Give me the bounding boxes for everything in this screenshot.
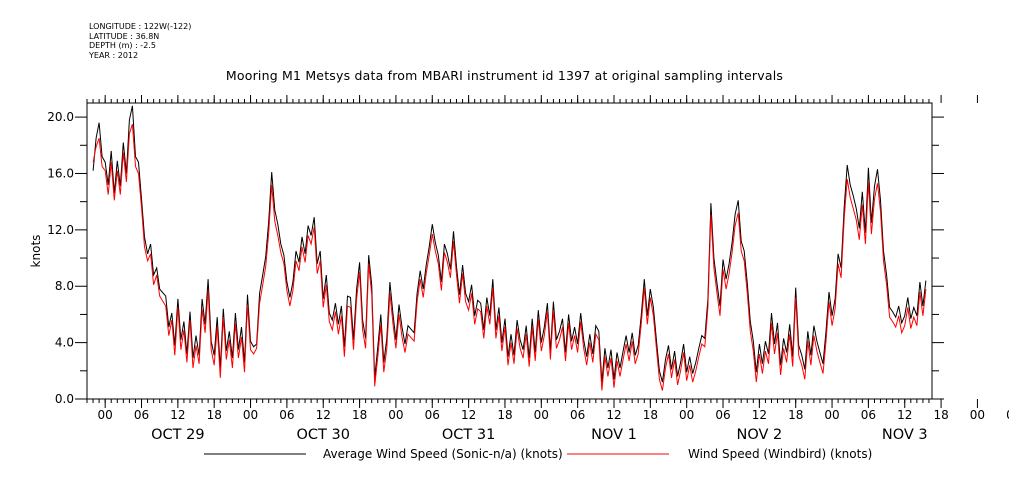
y-tick-label: 0.0 [55, 392, 74, 406]
legend-label-average-wind-speed: Average Wind Speed (Sonic-n/a) (knots) [323, 447, 563, 461]
x-tick-label: 00 [534, 408, 549, 422]
x-tick-label: 00 [98, 408, 113, 422]
x-tick-label: 12 [606, 408, 621, 422]
x-tick-label: 12 [752, 408, 767, 422]
mooring-metadata: LONGITUDE : 122W(-122) LATITUDE : 36.8N … [89, 22, 191, 60]
x-tick-label: 06 [134, 408, 149, 422]
y-tick-label: 4.0 [55, 336, 74, 350]
x-tick-label: 06 [279, 408, 294, 422]
x-tick-label: 18 [643, 408, 658, 422]
x-tick-label: 00 [679, 408, 694, 422]
chart-title: Mooring M1 Metsys data from MBARI instru… [225, 68, 784, 83]
x-tick-label: 18 [207, 408, 222, 422]
x-tick-label: 18 [497, 408, 512, 422]
x-day-label: NOV 1 [591, 427, 637, 443]
x-tick-label: 18 [788, 408, 803, 422]
x-tick-label: 06 [861, 408, 876, 422]
depth-label: DEPTH (m) : -2.5 [89, 41, 156, 50]
x-day-label: OCT 29 [151, 427, 204, 443]
series-line-average-wind-speed [92, 105, 927, 383]
x-day-label: OCT 31 [442, 427, 495, 443]
x-tick-label: 00 [824, 408, 839, 422]
x-day-label: OCT 30 [297, 427, 350, 443]
latitude-label: LATITUDE : 36.8N [89, 31, 160, 41]
x-tick-label: 06 [570, 408, 585, 422]
x-tick-label: 12 [170, 408, 185, 422]
x-tick-label: 06 [425, 408, 440, 422]
y-tick-label: 20.0 [47, 110, 74, 124]
x-tick-label: 06 [715, 408, 730, 422]
x-tick-label: 12 [897, 408, 912, 422]
x-tick-label: 18 [352, 408, 367, 422]
x-tick-label: 12 [461, 408, 476, 422]
x-day-label: NOV 3 [882, 427, 928, 443]
x-day-label: NOV 2 [736, 427, 782, 443]
y-axis-label: knots [29, 235, 43, 268]
series-line-windbird-wind-speed [92, 123, 927, 391]
y-tick-label: 8.0 [55, 279, 74, 293]
x-tick-label: 12 [316, 408, 331, 422]
x-tick-label: 06 [1006, 408, 1009, 422]
x-tick-label: 00 [970, 408, 985, 422]
legend-label-windbird-wind-speed: Wind Speed (Windbird) (knots) [688, 447, 872, 461]
y-tick-label: 16.0 [47, 166, 74, 180]
longitude-label: LONGITUDE : 122W(-122) [89, 22, 192, 31]
x-tick-label: 00 [388, 408, 403, 422]
x-tick-label: 00 [243, 408, 258, 422]
year-label: YEAR : 2012 [89, 50, 139, 60]
x-tick-label: 18 [933, 408, 948, 422]
y-tick-label: 12.0 [47, 223, 74, 237]
plot-frame [86, 102, 933, 400]
